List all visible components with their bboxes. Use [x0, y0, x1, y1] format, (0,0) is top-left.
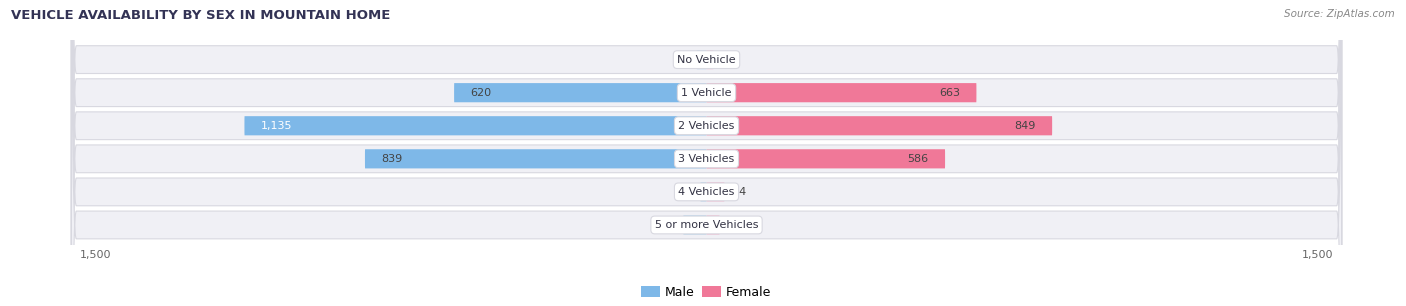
Text: 1 Vehicle: 1 Vehicle	[682, 88, 731, 98]
Text: 15: 15	[678, 187, 692, 197]
FancyBboxPatch shape	[683, 215, 707, 234]
Text: 4 Vehicles: 4 Vehicles	[678, 187, 735, 197]
FancyBboxPatch shape	[72, 0, 1341, 306]
FancyBboxPatch shape	[707, 83, 976, 102]
FancyBboxPatch shape	[707, 215, 720, 234]
Text: 620: 620	[471, 88, 492, 98]
FancyBboxPatch shape	[366, 149, 707, 168]
Text: 17: 17	[721, 54, 735, 65]
Text: 3 Vehicles: 3 Vehicles	[678, 154, 735, 164]
Text: 663: 663	[939, 88, 960, 98]
FancyBboxPatch shape	[72, 0, 1341, 306]
Text: 44: 44	[733, 187, 747, 197]
Text: 1,135: 1,135	[260, 121, 292, 131]
FancyBboxPatch shape	[697, 50, 707, 69]
FancyBboxPatch shape	[454, 83, 707, 102]
Text: 2 Vehicles: 2 Vehicles	[678, 121, 735, 131]
FancyBboxPatch shape	[707, 116, 1052, 135]
FancyBboxPatch shape	[707, 182, 724, 201]
FancyBboxPatch shape	[245, 116, 707, 135]
FancyBboxPatch shape	[707, 149, 945, 168]
Text: No Vehicle: No Vehicle	[678, 54, 735, 65]
FancyBboxPatch shape	[72, 0, 1341, 306]
Text: 849: 849	[1015, 121, 1036, 131]
Text: VEHICLE AVAILABILITY BY SEX IN MOUNTAIN HOME: VEHICLE AVAILABILITY BY SEX IN MOUNTAIN …	[11, 9, 391, 22]
FancyBboxPatch shape	[707, 50, 713, 69]
Text: 57: 57	[661, 220, 675, 230]
Text: 5 or more Vehicles: 5 or more Vehicles	[655, 220, 758, 230]
FancyBboxPatch shape	[72, 0, 1341, 306]
Text: 839: 839	[381, 154, 402, 164]
Text: 32: 32	[728, 220, 742, 230]
Text: 24: 24	[675, 54, 689, 65]
Text: Source: ZipAtlas.com: Source: ZipAtlas.com	[1284, 9, 1395, 19]
Text: 586: 586	[908, 154, 929, 164]
FancyBboxPatch shape	[700, 182, 707, 201]
FancyBboxPatch shape	[72, 0, 1341, 306]
Legend: Male, Female: Male, Female	[637, 281, 776, 304]
FancyBboxPatch shape	[72, 0, 1341, 306]
